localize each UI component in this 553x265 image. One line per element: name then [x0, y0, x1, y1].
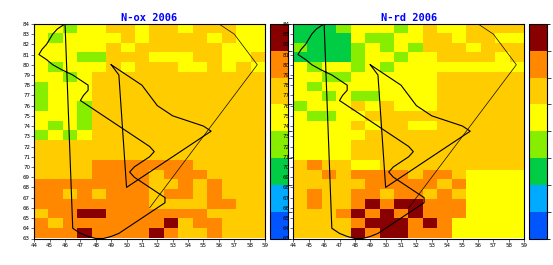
Title: N-rd 2006: N-rd 2006: [380, 13, 437, 23]
Title: N-ox 2006: N-ox 2006: [122, 13, 178, 23]
